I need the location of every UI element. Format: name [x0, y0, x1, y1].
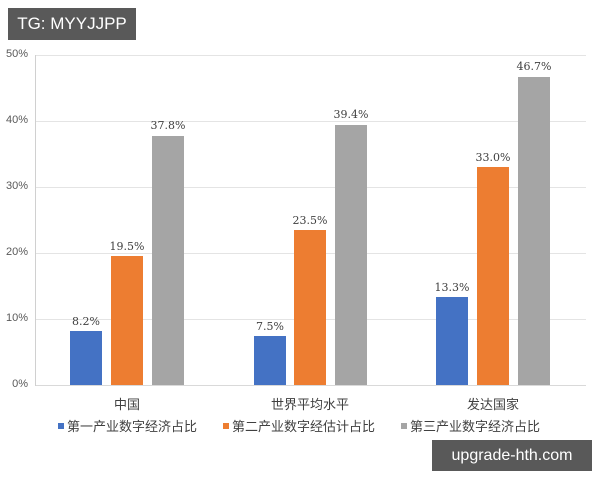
y-tick-10: 10%: [5, 312, 28, 324]
category-label-china: 中国: [113, 398, 140, 413]
y-tick-20: 20%: [5, 246, 28, 258]
legend-swatch-orange-icon: [223, 422, 230, 429]
gridline-40: [36, 121, 586, 122]
bar-china-primary: [70, 331, 102, 385]
y-tick-50: 50%: [5, 48, 28, 60]
value-label: 46.7%: [516, 60, 552, 73]
value-label: 37.8%: [150, 119, 186, 132]
gridline-30: [36, 187, 586, 188]
bar-china-secondary: [111, 256, 143, 385]
legend-label: 第二产业数字经估计占比: [232, 420, 376, 435]
legend-label: 第一产业数字经济占比: [67, 420, 198, 435]
y-tick-30: 30%: [5, 180, 28, 192]
watermark-bottom: upgrade-hth.com: [432, 440, 592, 471]
legend-swatch-gray-icon: [401, 422, 408, 429]
legend-item-primary: 第一产业数字经济占比: [58, 416, 197, 435]
bar-world-tertiary: [335, 125, 367, 385]
category-label-world: 世界平均水平: [270, 398, 349, 413]
y-tick-0: 0%: [12, 378, 28, 390]
bar-world-primary: [254, 336, 286, 385]
legend-swatch-blue-icon: [58, 422, 64, 429]
gridline-0: [36, 385, 586, 386]
y-axis-line: [35, 55, 36, 386]
bar-developed-primary: [436, 297, 468, 385]
watermark-top: TG: MYYJJPP: [8, 8, 136, 40]
value-label: 13.3%: [434, 281, 470, 294]
legend: 第一产业数字经济占比 第二产业数字经估计占比 第三产业数字经济占比: [58, 416, 540, 435]
bar-developed-tertiary: [518, 77, 550, 385]
value-label: 8.2%: [72, 315, 100, 328]
bar-world-secondary: [294, 230, 326, 385]
value-label: 39.4%: [333, 108, 369, 121]
category-label-developed: 发达国家: [466, 398, 519, 413]
bar-china-tertiary: [152, 136, 184, 385]
bar-developed-secondary: [477, 167, 509, 385]
value-label: 7.5%: [256, 320, 284, 333]
legend-item-secondary: 第二产业数字经估计占比: [223, 416, 375, 435]
value-label: 23.5%: [292, 214, 328, 227]
gridline-50: [36, 55, 586, 56]
legend-label: 第三产业数字经济占比: [410, 420, 541, 435]
y-tick-40: 40%: [5, 114, 28, 126]
legend-item-tertiary: 第三产业数字经济占比: [401, 416, 540, 435]
value-label: 19.5%: [109, 240, 145, 253]
value-label: 33.0%: [475, 151, 511, 164]
